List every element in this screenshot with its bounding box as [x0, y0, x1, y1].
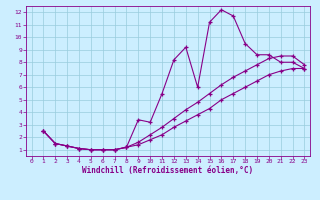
X-axis label: Windchill (Refroidissement éolien,°C): Windchill (Refroidissement éolien,°C) — [83, 166, 253, 175]
